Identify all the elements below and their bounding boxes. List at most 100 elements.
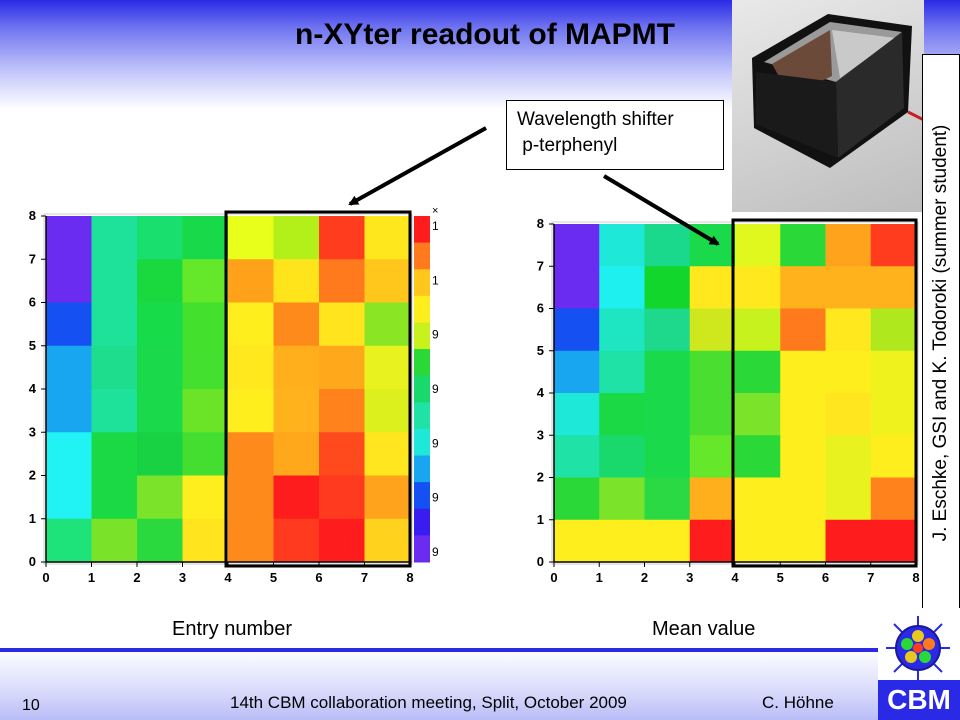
mean-value-cell [735, 519, 781, 563]
entry-number-y-tick-label: 1 [29, 511, 36, 526]
mean-value-x-tick-label: 4 [731, 570, 739, 585]
mean-value-cell [644, 393, 691, 436]
mean-value-cell [689, 435, 736, 478]
mean-value-cell [870, 435, 917, 478]
entry-number-cell [182, 259, 229, 303]
entry-number-colorbar-label: 1 [432, 219, 439, 233]
mean-value-cell [554, 519, 600, 563]
mean-value-cell [689, 350, 736, 394]
entry-number-colorbar-step [414, 375, 430, 403]
entry-number-y-tick-label: 7 [29, 251, 36, 266]
entry-number-cell [228, 345, 274, 390]
mean-value-cell [554, 266, 600, 309]
entry-number-cell [137, 518, 183, 563]
entry-number-cell [319, 345, 365, 390]
entry-number-x-tick-label: 1 [88, 570, 95, 585]
mean-value-cell [644, 224, 691, 267]
mean-value-highlight-box [731, 218, 918, 568]
entry-number-y-tick-label: 8 [29, 208, 36, 223]
mapmt-photo-drawing [752, 14, 924, 168]
mean-value-cell [780, 350, 826, 394]
entry-number-colorbar-label: 9 [432, 328, 439, 342]
entry-number-cell [364, 475, 411, 520]
mean-value-cell [870, 393, 917, 436]
entry-number-cell [273, 259, 320, 303]
mean-value-cell [870, 308, 917, 352]
mean-value-cell [735, 350, 781, 394]
entry-number-x-tick-label: 5 [270, 570, 277, 585]
entry-number-cell [91, 259, 138, 303]
mean-value-cell [735, 435, 781, 478]
mean-value-y-tick-label: 4 [537, 385, 545, 400]
mean-value-x-tick-label: 2 [641, 570, 648, 585]
mean-value-x-tick-label: 3 [686, 570, 693, 585]
mean-value-cell [735, 266, 781, 309]
entry-number-colorbar-step [414, 242, 430, 270]
mean-value-cell [554, 477, 600, 521]
entry-number-cell [364, 345, 411, 390]
entry-number-cell [182, 216, 229, 260]
mean-value-y-tick-label: 3 [537, 427, 544, 442]
footer-author: C. Höhne [762, 693, 834, 712]
entry-number-cell [182, 345, 229, 390]
mean-value-y-tick-label: 8 [537, 216, 544, 231]
mean-value-cell [825, 477, 872, 521]
arrow-right [602, 174, 720, 246]
footer-meeting: 14th CBM collaboration meeting, Split, O… [230, 693, 627, 712]
entry-number-cell [319, 216, 365, 260]
entry-number-colorbar-step [414, 295, 430, 323]
entry-number-cell [273, 216, 320, 260]
mean-value-cell [689, 519, 736, 563]
footer-gradient [0, 648, 880, 720]
entry-number-cell [46, 259, 92, 303]
mean-value-cell [599, 435, 645, 478]
entry-number-cell [137, 345, 183, 390]
cbm-logo-text: CBM [878, 680, 960, 720]
entry-number-colorbar-label: 9 [432, 491, 439, 505]
mean-value-x-tick-label: 0 [550, 570, 557, 585]
entry-number-cell [46, 216, 92, 260]
entry-number-cell [46, 389, 92, 433]
mean-value-cell [689, 308, 736, 352]
mean-value-cell [554, 224, 600, 267]
mean-value-cell [780, 224, 826, 267]
entry-number-cell [364, 518, 411, 563]
entry-number-cell [319, 302, 365, 347]
mean-value-x-tick-label: 8 [912, 570, 919, 585]
callout-line-1: Wavelength shifter [517, 109, 674, 130]
entry-number-x-tick-label: 6 [315, 570, 322, 585]
mean-value-y-tick-label: 7 [537, 258, 544, 273]
mean-value-cell [644, 266, 691, 309]
entry-number-cell [319, 518, 365, 563]
entry-number-colorbar-label: 9 [432, 436, 439, 450]
entry-number-cell [228, 259, 274, 303]
mean-value-cell [870, 519, 917, 563]
entry-number-highlight-box [224, 210, 412, 568]
entry-number-cell [319, 475, 365, 520]
mean-value-cell [825, 350, 872, 394]
mean-value-x-tick-label: 5 [777, 570, 784, 585]
entry-number-cell [137, 475, 183, 520]
mean-value-cell [735, 308, 781, 352]
entry-number-cell [91, 432, 138, 476]
entry-number-cell [228, 432, 274, 476]
mean-value-cell [870, 350, 917, 394]
page-number: 10 [22, 697, 40, 714]
entry-number-y-tick-label: 2 [29, 468, 36, 483]
mean-value-cell [599, 266, 645, 309]
slide-title: n-XYter readout of MAPMT [295, 18, 675, 51]
entry-number-cell [46, 518, 92, 563]
mean-value-cell [825, 519, 872, 563]
entry-number-cell [46, 345, 92, 390]
footer-divider [0, 648, 880, 652]
entry-number-colorbar-step [414, 535, 430, 563]
entry-number-colorbar-label: 9 [432, 382, 439, 396]
entry-number-cell [137, 389, 183, 433]
mean-value-cell [780, 266, 826, 309]
entry-number-colorbar-step [414, 402, 430, 430]
mean-value-cell [735, 393, 781, 436]
mapmt-photo [732, 0, 924, 212]
entry-number-x-tick-label: 7 [361, 570, 368, 585]
mean-value-cell [554, 393, 600, 436]
